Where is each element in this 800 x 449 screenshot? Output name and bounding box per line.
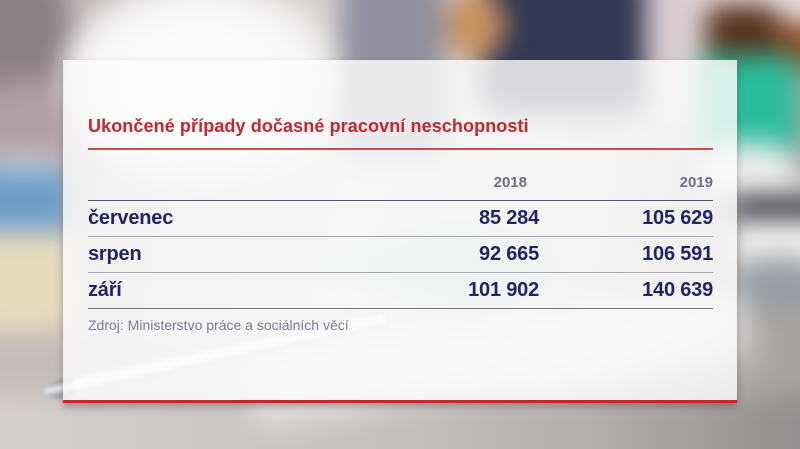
value-2018: 85 284 <box>479 207 539 229</box>
column-header-2018: 2018 <box>493 174 527 191</box>
month-label: červenec <box>88 207 174 229</box>
column-header-2019: 2019 <box>679 174 713 191</box>
value-2018: 101 902 <box>468 279 539 301</box>
title-underline <box>88 148 713 150</box>
value-2018: 92 665 <box>479 243 539 265</box>
value-2019: 140 639 <box>642 279 713 301</box>
keyboard-dark-band <box>733 196 800 218</box>
table-row-srpen: srpen 92 665 106 591 <box>88 237 713 273</box>
table-row-cervenec: červenec 85 284 105 629 <box>88 201 713 237</box>
info-panel: Ukončené případy dočasné pracovní nescho… <box>63 60 737 403</box>
source-note: Zdroj: Ministerstvo práce a sociálních v… <box>88 317 349 333</box>
year-header-row: 2018 2019 <box>88 174 713 201</box>
value-2019: 106 591 <box>642 243 713 265</box>
person-face-blur <box>445 0 505 60</box>
month-label: srpen <box>88 243 142 265</box>
table-row-zari: září 101 902 140 639 <box>88 273 713 309</box>
page-title: Ukončené případy dočasné pracovní nescho… <box>88 116 529 136</box>
value-2019: 105 629 <box>642 207 713 229</box>
beige-stack-blur <box>0 232 70 338</box>
month-label: září <box>88 279 122 301</box>
medicine-bottle-cap <box>706 5 778 62</box>
